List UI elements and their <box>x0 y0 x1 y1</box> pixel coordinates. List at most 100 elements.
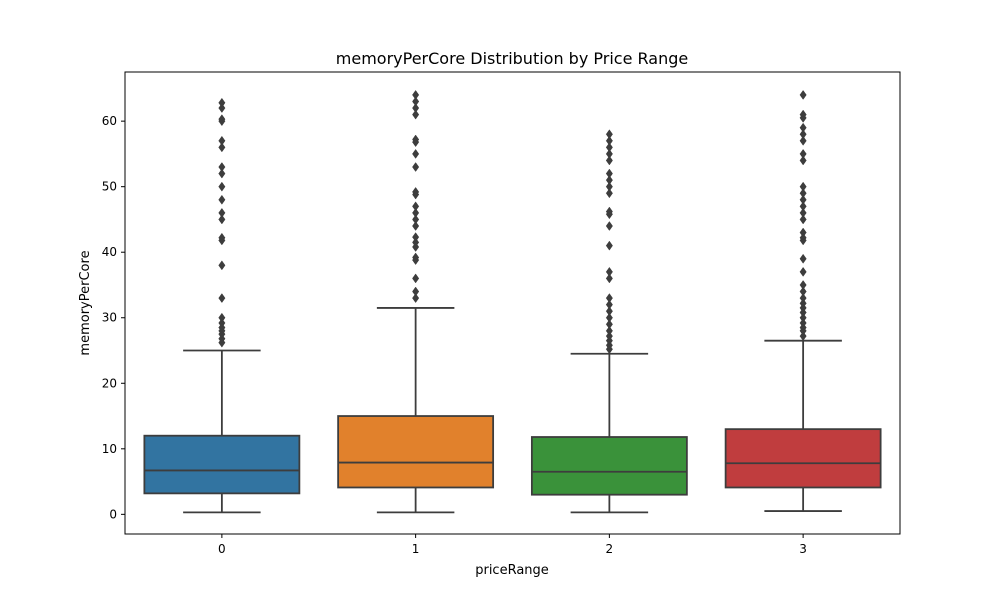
outlier-point <box>218 232 226 243</box>
outlier-point <box>799 298 807 309</box>
outlier-point <box>799 135 807 146</box>
outlier-point <box>799 266 807 277</box>
outlier-point <box>412 201 420 212</box>
outlier-point <box>412 252 420 263</box>
outlier-point <box>412 286 420 297</box>
y-tick-label: 10 <box>102 442 117 456</box>
y-tick-label: 20 <box>102 376 117 390</box>
outlier-point <box>799 318 807 328</box>
outlier-point <box>605 175 613 186</box>
outlier-point <box>218 194 226 205</box>
outlier-point <box>218 114 226 125</box>
outlier-point <box>605 266 613 277</box>
outlier-point <box>412 293 420 304</box>
outlier-point <box>799 148 807 159</box>
outlier-point <box>605 181 613 192</box>
outlier-point <box>799 293 807 304</box>
outlier-point <box>799 155 807 166</box>
outlier-point <box>799 207 807 218</box>
outlier-point <box>605 240 613 251</box>
y-tick-label: 40 <box>102 245 117 259</box>
outlier-point <box>218 103 226 113</box>
outlier-point <box>412 273 420 284</box>
y-tick-label: 0 <box>109 507 117 521</box>
outlier-point <box>799 181 807 192</box>
outlier-point <box>799 122 807 133</box>
outlier-point <box>218 135 226 146</box>
outlier-point <box>412 134 420 145</box>
outlier-point <box>605 129 613 140</box>
outlier-point <box>218 214 226 225</box>
outlier-point <box>605 221 613 231</box>
chart-title: memoryPerCore Distribution by Price Rang… <box>336 49 688 68</box>
outlier-point <box>799 331 807 342</box>
outlier-point <box>799 232 807 243</box>
y-axis: 0 10 20 30 40 50 60 <box>102 114 125 521</box>
outlier-point <box>412 237 420 248</box>
outlier-point <box>218 312 226 323</box>
outlier-point <box>218 168 226 179</box>
box-group <box>530 129 688 514</box>
outlier-point <box>605 135 613 146</box>
outlier-point <box>412 214 420 225</box>
outlier-point <box>799 90 807 100</box>
outlier-point <box>799 253 807 264</box>
outlier-point <box>412 221 420 231</box>
outlier-point <box>605 293 613 304</box>
outlier-point <box>799 214 807 225</box>
box-group <box>724 90 882 512</box>
y-tick-label: 60 <box>102 114 117 128</box>
outlier-point <box>799 188 807 199</box>
outlier-point <box>799 109 807 120</box>
outlier-point <box>218 293 226 304</box>
outlier-point <box>605 319 613 330</box>
outlier-point <box>218 207 226 218</box>
outlier-point <box>412 232 420 243</box>
plot-area <box>143 90 882 514</box>
outlier-point <box>799 194 807 205</box>
x-axis-label: priceRange <box>475 563 549 578</box>
outlier-point <box>218 142 226 153</box>
outlier-point <box>412 103 420 113</box>
outlier-point <box>799 286 807 297</box>
box-iqr <box>337 415 495 489</box>
outlier-point <box>799 201 807 212</box>
outlier-point <box>605 188 613 199</box>
x-tick-label: 1 <box>412 542 420 556</box>
outlier-point <box>218 162 226 172</box>
outlier-point <box>218 97 226 108</box>
box-group <box>143 97 301 514</box>
outlier-point <box>605 273 613 284</box>
outlier-point <box>799 227 807 238</box>
box-group <box>337 90 495 514</box>
outlier-point <box>605 306 613 317</box>
outlier-point <box>605 168 613 179</box>
outlier-point <box>605 331 613 342</box>
outlier-point <box>605 142 613 153</box>
outlier-point <box>412 90 420 100</box>
plot-frame <box>124 71 901 535</box>
x-tick-label: 3 <box>799 542 807 556</box>
x-tick-label: 0 <box>218 542 226 556</box>
outlier-point <box>799 280 807 290</box>
outlier-point <box>605 299 613 310</box>
outlier-point <box>218 318 226 328</box>
y-tick-label: 50 <box>102 180 117 194</box>
outlier-point <box>412 96 420 107</box>
box-iqr <box>530 436 688 496</box>
outlier-point <box>412 207 420 218</box>
x-tick-label: 2 <box>606 542 614 556</box>
y-tick-label: 30 <box>102 311 117 325</box>
outlier-point <box>605 312 613 323</box>
outlier-point <box>412 109 420 120</box>
outlier-point <box>799 312 807 323</box>
outlier-point <box>799 129 807 140</box>
box-iqr <box>143 434 301 495</box>
outlier-point <box>412 186 420 197</box>
box-iqr <box>724 428 882 489</box>
outlier-point <box>605 148 613 159</box>
outlier-point <box>218 181 226 192</box>
outlier-point <box>412 162 420 172</box>
outlier-point <box>605 206 613 217</box>
